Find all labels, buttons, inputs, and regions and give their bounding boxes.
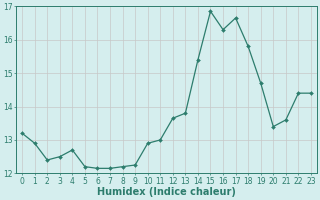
X-axis label: Humidex (Indice chaleur): Humidex (Indice chaleur) [97,187,236,197]
